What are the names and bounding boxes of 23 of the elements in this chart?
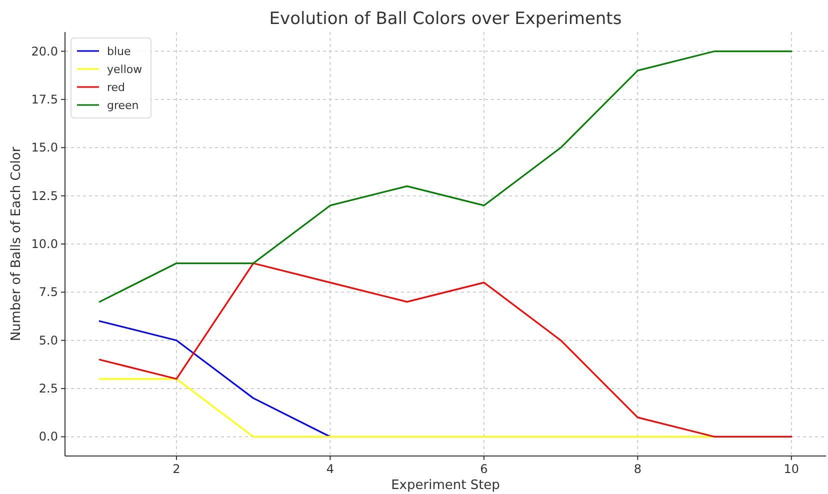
- y-axis-title: Number of Balls of Each Color: [9, 146, 24, 342]
- y-tick-label: 15.0: [31, 140, 58, 155]
- x-tick-label: 6: [480, 462, 488, 476]
- y-tick-label: 5.0: [38, 333, 58, 348]
- line-series: [98, 262, 792, 438]
- y-tick-label: 2.5: [38, 382, 58, 396]
- x-tick-label: 8: [634, 462, 642, 476]
- x-axis-title: Experiment Step: [391, 478, 500, 493]
- y-tick-label: 0.0: [38, 430, 58, 444]
- y-tick-label: 7.5: [38, 285, 58, 300]
- y-tick-label: 12.5: [31, 188, 58, 203]
- chart-title: Evolution of Ball Colors over Experiments: [269, 9, 622, 29]
- y-tick-label: 10.0: [31, 237, 58, 251]
- legend-label: green: [107, 99, 139, 112]
- line-series: [98, 320, 331, 438]
- x-tick-label: 10: [784, 462, 800, 476]
- x-tick-label: 2: [172, 462, 180, 476]
- y-tick-label: 20.0: [31, 44, 58, 58]
- y-tick-label: 17.5: [31, 92, 58, 106]
- legend-label: yellow: [107, 63, 142, 76]
- legend-label: blue: [107, 45, 132, 58]
- legend-label: red: [107, 81, 126, 94]
- x-tick-label: 4: [326, 462, 334, 476]
